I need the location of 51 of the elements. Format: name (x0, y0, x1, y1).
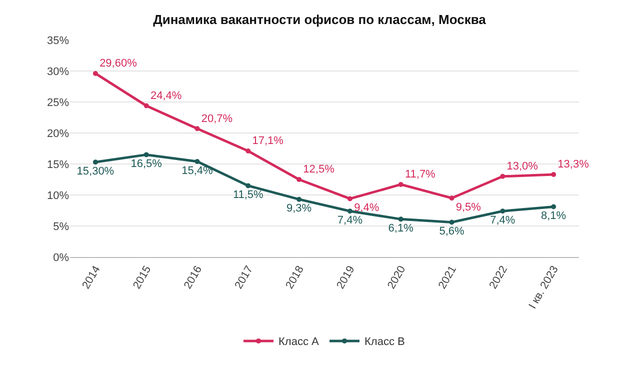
data-label: 9,4% (354, 202, 380, 214)
data-label: 11,7% (404, 168, 436, 181)
point (246, 148, 251, 154)
point (347, 208, 352, 214)
data-label: 9,5% (456, 201, 482, 214)
y-tick-label: 30% (46, 66, 70, 78)
legend-label: Класс B (364, 336, 405, 348)
y-tick-label: 5% (53, 220, 70, 233)
chart-title: Динамика вакантности офисов по классам, Москва (153, 12, 487, 27)
data-label: 29,60% (100, 58, 138, 70)
point (194, 159, 200, 164)
y-tick-label: 0% (53, 252, 70, 264)
data-label: 11,5% (232, 189, 264, 202)
y-tick-label: 20% (46, 128, 70, 140)
data-label: 6,1% (388, 222, 414, 235)
point (246, 183, 251, 188)
point (92, 160, 98, 165)
point (500, 174, 506, 179)
point (500, 208, 506, 214)
data-label: 15,4% (182, 164, 214, 177)
legend-label: Класс А (278, 336, 320, 348)
point (347, 196, 352, 202)
data-label: 12,5% (303, 164, 335, 176)
y-tick-label: 15% (46, 158, 70, 171)
y-tick-label: 35% (46, 34, 70, 47)
y-tick-label: 10% (46, 190, 70, 202)
point (398, 216, 404, 222)
data-label: 16,5% (130, 158, 162, 170)
data-label: 13,0% (506, 160, 538, 173)
point (551, 204, 556, 210)
point (144, 103, 149, 108)
point (296, 177, 302, 182)
data-label: 5,6% (439, 226, 464, 238)
point (449, 196, 454, 201)
point (449, 220, 454, 225)
data-label: 7,4% (490, 214, 516, 226)
data-label: 15,30% (76, 166, 114, 178)
point (194, 126, 200, 132)
point (551, 172, 556, 178)
data-label: 7,4% (337, 214, 363, 226)
point (296, 196, 302, 202)
data-label: 9,3% (286, 202, 312, 215)
data-label: 20,7% (201, 112, 233, 125)
point (398, 182, 404, 187)
data-label: 24,4% (150, 90, 182, 102)
data-label: 17,1% (252, 135, 284, 148)
point (144, 152, 149, 158)
point (92, 70, 98, 76)
data-label: 8,1% (541, 210, 566, 222)
data-label: 13,3% (558, 158, 590, 171)
y-tick-label: 25% (46, 96, 70, 109)
